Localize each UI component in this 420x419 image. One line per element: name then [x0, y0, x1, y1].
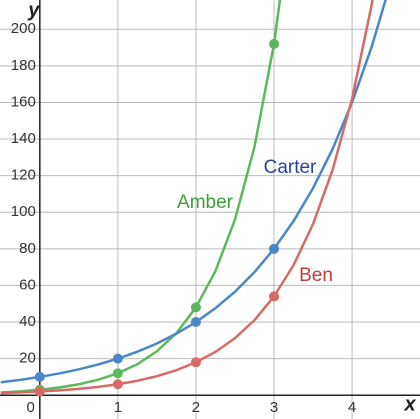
series-label: Carter: [264, 157, 317, 178]
x-tick-label: 4: [348, 399, 356, 416]
data-point: [112, 368, 123, 379]
data-point: [190, 302, 201, 313]
y-tick-label: 20: [19, 350, 36, 367]
data-point: [190, 317, 201, 328]
data-point: [112, 353, 123, 364]
y-axis-label: y: [27, 0, 40, 21]
y-tick-label: 120: [11, 167, 36, 184]
x-tick-label: 2: [192, 399, 200, 416]
y-tick-label: 60: [19, 276, 36, 293]
x-tick-label: 3: [270, 399, 278, 416]
data-point: [269, 291, 280, 302]
y-tick-label: 80: [19, 240, 36, 257]
y-tick-label: 200: [11, 20, 36, 37]
data-point: [190, 357, 201, 368]
y-tick-label: 100: [11, 203, 36, 220]
data-point: [34, 371, 45, 382]
x-tick-label: 0: [26, 399, 34, 416]
data-point: [112, 379, 123, 390]
data-point: [34, 386, 45, 397]
y-tick-label: 160: [11, 93, 36, 110]
data-point: [269, 243, 280, 254]
series-label: Amber: [177, 192, 234, 213]
plot-area: [0, 0, 387, 397]
y-tick-label: 180: [11, 57, 36, 74]
data-point: [269, 38, 280, 49]
series-label: Ben: [299, 265, 333, 286]
x-tick-label: 1: [114, 399, 122, 416]
y-tick-label: 140: [11, 130, 36, 147]
y-tick-label: 40: [19, 313, 36, 330]
x-axis-label: x: [403, 393, 416, 415]
